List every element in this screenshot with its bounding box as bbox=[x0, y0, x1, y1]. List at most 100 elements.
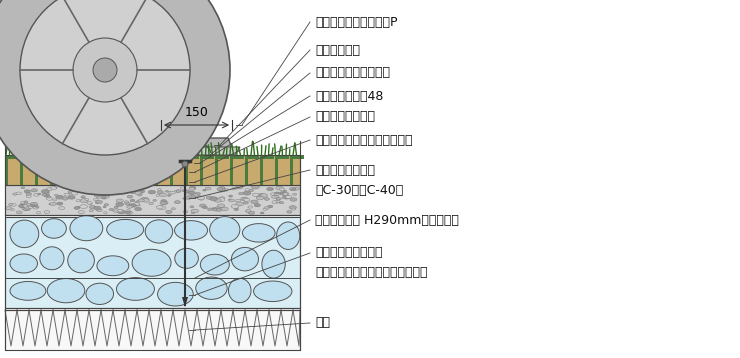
Ellipse shape bbox=[7, 207, 10, 209]
Ellipse shape bbox=[107, 219, 144, 240]
Ellipse shape bbox=[47, 188, 52, 190]
Ellipse shape bbox=[87, 202, 92, 204]
Ellipse shape bbox=[277, 198, 281, 200]
Ellipse shape bbox=[85, 199, 89, 200]
Ellipse shape bbox=[283, 195, 290, 199]
Ellipse shape bbox=[252, 193, 259, 197]
Ellipse shape bbox=[105, 194, 110, 197]
Ellipse shape bbox=[266, 187, 274, 191]
Ellipse shape bbox=[23, 209, 27, 211]
Ellipse shape bbox=[149, 202, 153, 204]
Bar bbox=[140, 155, 154, 159]
Ellipse shape bbox=[192, 193, 198, 197]
Ellipse shape bbox=[153, 199, 156, 201]
Ellipse shape bbox=[73, 190, 78, 193]
Bar bbox=[185, 155, 199, 159]
Ellipse shape bbox=[42, 194, 47, 196]
Ellipse shape bbox=[99, 193, 105, 196]
Ellipse shape bbox=[228, 199, 232, 201]
Text: 又は透水シート（ペイブシート）: 又は透水シート（ペイブシート） bbox=[315, 266, 428, 279]
Ellipse shape bbox=[115, 202, 124, 206]
Ellipse shape bbox=[176, 190, 181, 192]
Circle shape bbox=[93, 58, 117, 82]
Ellipse shape bbox=[128, 204, 132, 207]
Ellipse shape bbox=[210, 197, 218, 201]
Ellipse shape bbox=[23, 205, 27, 207]
Bar bbox=[110, 155, 124, 159]
Ellipse shape bbox=[136, 204, 140, 206]
Ellipse shape bbox=[89, 203, 92, 204]
Ellipse shape bbox=[196, 277, 227, 299]
Ellipse shape bbox=[277, 222, 300, 250]
Circle shape bbox=[73, 38, 137, 102]
Ellipse shape bbox=[285, 193, 289, 195]
Ellipse shape bbox=[231, 204, 239, 208]
Ellipse shape bbox=[130, 190, 136, 193]
Ellipse shape bbox=[47, 196, 51, 198]
Ellipse shape bbox=[98, 187, 105, 190]
Ellipse shape bbox=[140, 193, 143, 195]
Text: サンドクッション: サンドクッション bbox=[315, 111, 375, 124]
Bar bbox=[170, 155, 173, 185]
Ellipse shape bbox=[80, 205, 87, 208]
Ellipse shape bbox=[260, 194, 268, 197]
Ellipse shape bbox=[41, 189, 49, 193]
Ellipse shape bbox=[216, 209, 221, 211]
Ellipse shape bbox=[280, 192, 286, 194]
Ellipse shape bbox=[127, 209, 130, 211]
Ellipse shape bbox=[90, 210, 93, 212]
Text: 路床: 路床 bbox=[315, 316, 330, 329]
Ellipse shape bbox=[243, 224, 275, 242]
Ellipse shape bbox=[132, 249, 171, 276]
Ellipse shape bbox=[21, 202, 25, 204]
Ellipse shape bbox=[10, 220, 38, 248]
Ellipse shape bbox=[10, 254, 38, 273]
Ellipse shape bbox=[290, 198, 297, 201]
Ellipse shape bbox=[126, 211, 131, 213]
Ellipse shape bbox=[26, 193, 32, 195]
Ellipse shape bbox=[287, 211, 292, 213]
Ellipse shape bbox=[40, 247, 64, 270]
Bar bbox=[50, 155, 53, 185]
Ellipse shape bbox=[38, 193, 41, 195]
Ellipse shape bbox=[167, 195, 171, 196]
Ellipse shape bbox=[276, 200, 280, 203]
Ellipse shape bbox=[109, 208, 114, 211]
Ellipse shape bbox=[273, 192, 280, 195]
Bar bbox=[95, 155, 109, 159]
Polygon shape bbox=[153, 147, 240, 155]
Ellipse shape bbox=[100, 190, 103, 192]
Ellipse shape bbox=[103, 206, 106, 208]
Ellipse shape bbox=[130, 204, 137, 207]
Ellipse shape bbox=[183, 211, 188, 213]
Ellipse shape bbox=[96, 200, 102, 204]
Ellipse shape bbox=[56, 195, 64, 199]
Ellipse shape bbox=[5, 207, 12, 210]
Ellipse shape bbox=[229, 195, 232, 197]
Ellipse shape bbox=[236, 202, 243, 206]
Ellipse shape bbox=[105, 196, 109, 198]
Ellipse shape bbox=[10, 281, 46, 300]
Ellipse shape bbox=[57, 202, 63, 205]
Ellipse shape bbox=[135, 207, 141, 211]
Ellipse shape bbox=[245, 189, 249, 191]
Text: アンカーピン H290mm（付属品）: アンカーピン H290mm（付属品） bbox=[315, 213, 459, 227]
Ellipse shape bbox=[175, 200, 181, 204]
Ellipse shape bbox=[50, 187, 56, 190]
Ellipse shape bbox=[175, 190, 180, 193]
Ellipse shape bbox=[76, 207, 80, 208]
Ellipse shape bbox=[118, 210, 126, 214]
Circle shape bbox=[192, 141, 201, 149]
Ellipse shape bbox=[195, 195, 201, 198]
Ellipse shape bbox=[111, 188, 115, 190]
Ellipse shape bbox=[16, 211, 22, 214]
Ellipse shape bbox=[33, 193, 39, 196]
Ellipse shape bbox=[86, 283, 113, 304]
Ellipse shape bbox=[213, 208, 218, 211]
Ellipse shape bbox=[114, 206, 118, 208]
Ellipse shape bbox=[9, 204, 13, 205]
Ellipse shape bbox=[24, 190, 30, 193]
Text: （C-30又はC-40）: （C-30又はC-40） bbox=[315, 184, 403, 198]
Ellipse shape bbox=[246, 210, 251, 212]
Ellipse shape bbox=[157, 190, 164, 194]
